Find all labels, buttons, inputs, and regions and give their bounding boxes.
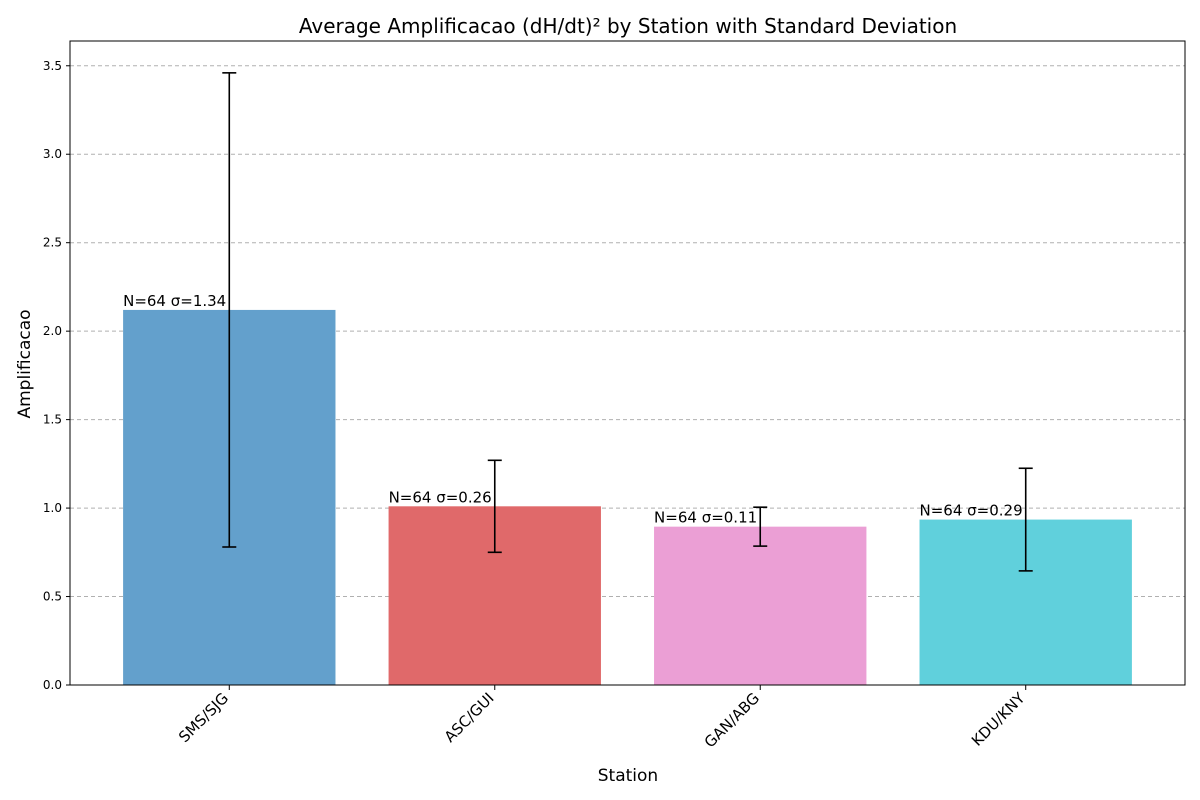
y-tick-label: 3.5 <box>43 59 62 73</box>
y-tick-label: 2.5 <box>43 236 62 250</box>
y-axis-label: Amplificacao <box>15 309 35 418</box>
y-tick-label: 1.5 <box>43 413 62 427</box>
bar-labels: N=64 σ=1.34 N=64 σ=0.26 N=64 σ=0.11 N=64 σ=… <box>123 292 1023 527</box>
bar-label: N=64 σ=0.29 <box>920 502 1023 520</box>
chart-title: Average Amplificacao (dH/dt)² by Station… <box>299 14 957 38</box>
x-axis-label: Station <box>598 766 658 786</box>
y-tick-label: 3.0 <box>43 147 62 161</box>
bar-label: N=64 σ=0.11 <box>654 509 757 527</box>
plot-frame <box>69 40 1186 686</box>
bars <box>123 309 1132 685</box>
x-tick-label: KDU/KNY <box>968 689 1029 750</box>
y-tick-label: 1.0 <box>43 501 62 515</box>
bar-label: N=64 σ=0.26 <box>389 488 492 506</box>
error-bars <box>222 72 1033 572</box>
bar-label: N=64 σ=1.34 <box>123 292 226 310</box>
bar <box>654 526 867 685</box>
y-tick-label: 2.0 <box>43 324 62 338</box>
x-tick-label: GAN/ABG <box>701 689 763 751</box>
x-tick-label: SMS/SJG <box>175 689 232 746</box>
x-axis-ticks: SMS/SJG ASC/GUI GAN/ABG KDU/KNY <box>175 685 1029 751</box>
x-tick-label: ASC/GUI <box>441 689 498 746</box>
y-tick-label: 0.5 <box>43 590 62 604</box>
y-tick-label: 0.0 <box>43 678 62 692</box>
y-axis-ticks: 0.0 0.5 1.0 1.5 2.0 2.5 3.0 3.5 <box>43 59 70 692</box>
